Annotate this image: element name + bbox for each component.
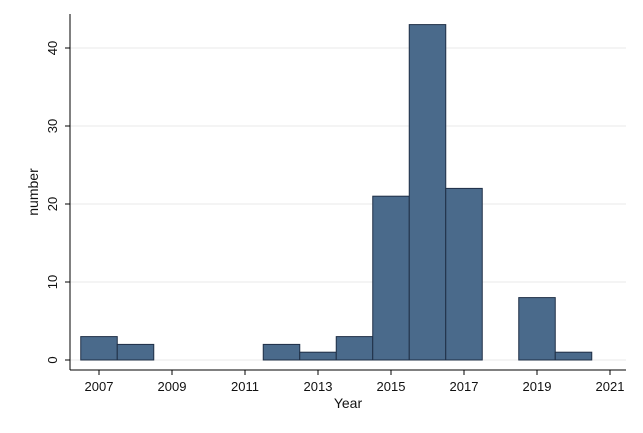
x-ticks: 2007 2009 2011 2013 2015 2017 2019 2021 xyxy=(85,370,625,394)
x-tick-label-2011: 2011 xyxy=(231,379,259,394)
bars xyxy=(80,24,593,361)
x-tick-label-2019: 2019 xyxy=(523,379,552,394)
x-tick-label-2007: 2007 xyxy=(85,379,114,394)
x-tick-label-2013: 2013 xyxy=(304,379,333,394)
x-tick-label-2009: 2009 xyxy=(158,379,187,394)
y-tick-label-20: 20 xyxy=(45,197,60,211)
bar-2012 xyxy=(262,343,301,361)
y-tick-label-30: 30 xyxy=(45,119,60,133)
bar-2016 xyxy=(408,24,447,361)
x-axis-label: Year xyxy=(334,395,363,411)
x-tick-label-2015: 2015 xyxy=(377,379,406,394)
bar-2017 xyxy=(445,187,483,361)
bar-2019 xyxy=(518,297,556,361)
y-ticks: 0 10 20 30 40 xyxy=(45,41,70,364)
y-tick-label-0: 0 xyxy=(45,356,60,363)
y-tick-label-10: 10 xyxy=(45,275,60,289)
bar-2013 xyxy=(299,351,337,361)
x-tick-label-2021: 2021 xyxy=(596,379,625,394)
x-tick-label-2017: 2017 xyxy=(450,379,479,394)
bar-2008 xyxy=(116,343,155,361)
bar-2020 xyxy=(554,351,593,361)
y-axis-label: number xyxy=(25,168,41,216)
axes xyxy=(69,14,626,371)
bar-2015 xyxy=(372,195,410,361)
bar-2014 xyxy=(335,336,374,361)
bar-2007 xyxy=(80,336,118,361)
y-tick-label-40: 40 xyxy=(45,41,60,55)
